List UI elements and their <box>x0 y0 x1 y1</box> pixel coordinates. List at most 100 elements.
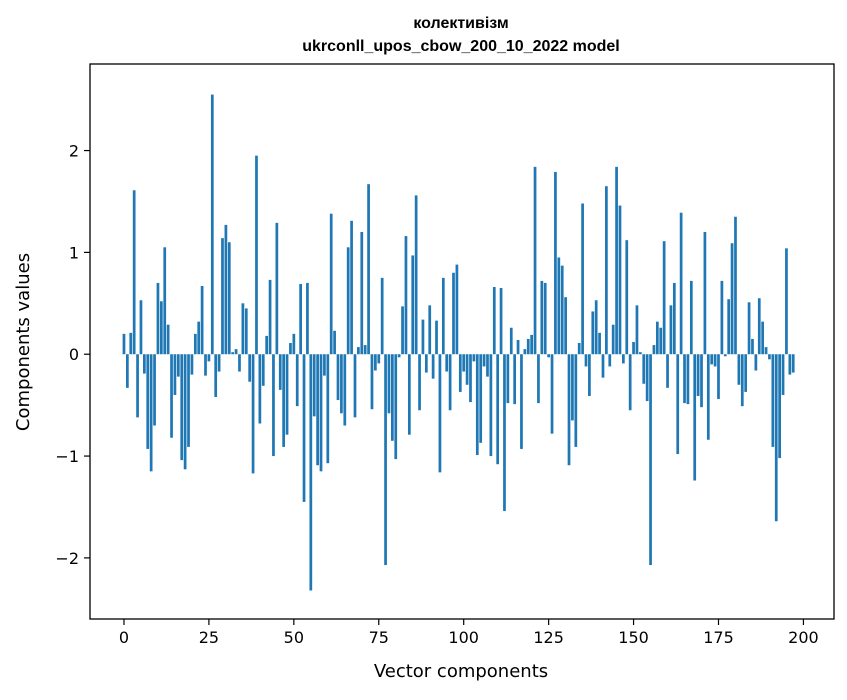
bar-29 <box>221 238 224 355</box>
bar-66 <box>346 247 350 355</box>
bar-12 <box>163 247 167 355</box>
bar-19 <box>187 354 190 447</box>
x-tick-label: 175 <box>703 628 734 647</box>
bar-107 <box>486 354 489 377</box>
bar-115 <box>513 354 517 405</box>
bar-91 <box>431 354 435 379</box>
bar-160 <box>666 354 669 388</box>
bar-65 <box>343 354 347 426</box>
bar-58 <box>319 354 323 472</box>
bar-146 <box>618 205 622 355</box>
bar-163 <box>676 354 680 455</box>
bar-120 <box>530 334 533 355</box>
bar-18 <box>183 354 187 470</box>
bar-121 <box>533 166 537 355</box>
x-axis: 0 25 50 75 100 125 150 175 200 <box>119 619 819 647</box>
bar-162 <box>672 282 676 355</box>
bar-61 <box>329 213 333 355</box>
bar-194 <box>781 354 785 395</box>
bar-92 <box>435 320 438 355</box>
bar-149 <box>628 354 632 411</box>
bar-143 <box>608 354 612 367</box>
y-tick-label: 1 <box>69 243 79 262</box>
bar-62 <box>333 330 336 355</box>
bar-67 <box>350 220 353 355</box>
bar-140 <box>598 332 601 355</box>
bar-181 <box>737 354 741 385</box>
bar-145 <box>615 166 618 355</box>
x-axis-label: Vector components <box>374 661 548 682</box>
bar-112 <box>503 354 506 512</box>
bar-193 <box>778 354 781 459</box>
bar-76 <box>380 277 384 355</box>
bar-54 <box>306 282 309 355</box>
bar-71 <box>363 345 367 355</box>
bar-68 <box>353 354 357 418</box>
bar-118 <box>523 349 527 355</box>
bar-171 <box>703 232 707 355</box>
bar-13 <box>166 324 170 355</box>
bar-138 <box>591 311 595 355</box>
bar-117 <box>520 354 523 449</box>
bar-119 <box>526 338 530 355</box>
bar-108 <box>489 354 493 457</box>
bar-137 <box>588 354 591 396</box>
bar-101 <box>465 354 469 385</box>
bar-20 <box>190 354 194 375</box>
bar-52 <box>299 283 302 355</box>
bar-16 <box>176 354 180 377</box>
bar-82 <box>401 306 404 355</box>
bar-176 <box>720 280 724 355</box>
x-tick-label: 100 <box>448 628 479 647</box>
y-tick-label: −2 <box>55 549 79 568</box>
bar-151 <box>635 305 639 355</box>
bar-96 <box>448 354 452 411</box>
x-tick-label: 125 <box>533 628 564 647</box>
bar-153 <box>642 354 646 384</box>
bar-188 <box>761 321 765 355</box>
bar-83 <box>404 236 408 355</box>
y-axis: −2 −1 0 1 2 <box>55 142 90 568</box>
bar-28 <box>217 354 221 372</box>
bar-161 <box>669 305 673 355</box>
bar-183 <box>744 354 748 392</box>
bar-77 <box>384 354 387 566</box>
bar-186 <box>754 354 758 371</box>
bar-113 <box>506 354 510 404</box>
bar-46 <box>278 354 282 390</box>
bar-60 <box>326 354 330 464</box>
bar-43 <box>268 279 272 355</box>
bar-70 <box>360 232 364 355</box>
bar-111 <box>499 288 503 355</box>
bar-15 <box>173 354 177 395</box>
bar-147 <box>622 354 625 364</box>
bar-136 <box>584 354 588 367</box>
bar-17 <box>180 354 184 461</box>
bar-175 <box>717 354 720 400</box>
bar-38 <box>251 354 255 474</box>
bar-177 <box>723 354 727 357</box>
bar-94 <box>441 277 445 355</box>
y-tick-label: −1 <box>55 447 79 466</box>
bar-34 <box>238 354 241 372</box>
bar-123 <box>540 280 544 355</box>
bar-106 <box>482 354 486 367</box>
bar-135 <box>581 203 584 355</box>
bar-172 <box>706 354 710 440</box>
bar-73 <box>370 354 374 410</box>
bar-56 <box>312 354 316 417</box>
bar-6 <box>143 354 146 374</box>
chart-subtitle: ukrconll_upos_cbow_200_10_2022 model <box>302 38 619 55</box>
bar-93 <box>438 354 442 473</box>
bar-168 <box>693 354 697 481</box>
plot-frame <box>89 63 835 620</box>
bar-166 <box>686 354 690 405</box>
bar-41 <box>261 354 265 386</box>
bar-72 <box>367 184 370 355</box>
bar-74 <box>374 354 377 371</box>
bar-24 <box>204 354 207 376</box>
bar-69 <box>357 347 360 355</box>
bar-10 <box>156 282 160 355</box>
bar-129 <box>560 265 564 355</box>
